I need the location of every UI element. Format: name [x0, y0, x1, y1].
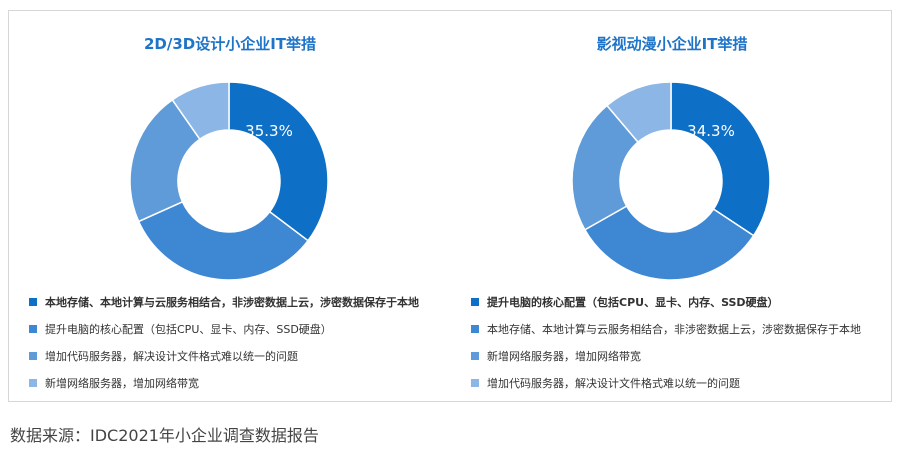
- slice-value-label: 34.3%: [687, 122, 735, 140]
- chart-panel-animation: 影视动漫小企业IT举措 34.3% 提升电脑的核心配置（包括CPU、显卡、内存、…: [451, 11, 893, 401]
- legend-swatch: [29, 297, 37, 306]
- donut-slice: [171, 81, 230, 141]
- legend-label: 本地存储、本地计算与云服务相结合，非涉密数据上云，涉密数据保存于本地: [487, 322, 861, 336]
- legend-swatch: [471, 324, 479, 333]
- legend: 提升电脑的核心配置（包括CPU、显卡、内存、SSD硬盘） 本地存储、本地计算与云服…: [471, 288, 891, 396]
- legend-label: 提升电脑的核心配置（包括CPU、显卡、内存、SSD硬盘）: [487, 295, 779, 309]
- slice-value-label: 35.3%: [245, 122, 293, 140]
- legend-item: 新增网络服务器，增加网络带宽: [471, 342, 891, 369]
- legend-swatch: [471, 297, 479, 306]
- data-source-note: 数据来源：IDC2021年小企业调查数据报告: [10, 426, 319, 445]
- donut-slice: [228, 81, 329, 242]
- chart-frame: 2D/3D设计小企业IT举措 35.3% 本地存储、本地计算与云服务相结合，非涉…: [8, 10, 892, 402]
- donut-chart: 35.3%: [129, 81, 329, 281]
- donut-chart: 34.3%: [571, 81, 771, 281]
- legend-item: 本地存储、本地计算与云服务相结合，非涉密数据上云，涉密数据保存于本地: [471, 315, 891, 342]
- legend-label: 增加代码服务器，解决设计文件格式难以统一的问题: [487, 376, 740, 390]
- legend-item: 提升电脑的核心配置（包括CPU、显卡、内存、SSD硬盘）: [29, 315, 449, 342]
- legend-label: 增加代码服务器，解决设计文件格式难以统一的问题: [45, 349, 298, 363]
- legend-item: 增加代码服务器，解决设计文件格式难以统一的问题: [471, 369, 891, 396]
- legend: 本地存储、本地计算与云服务相结合，非涉密数据上云，涉密数据保存于本地 提升电脑的核…: [29, 288, 449, 396]
- legend-item: 本地存储、本地计算与云服务相结合，非涉密数据上云，涉密数据保存于本地: [29, 288, 449, 315]
- chart-title: 2D/3D设计小企业IT举措: [143, 35, 317, 53]
- donut-slice: [571, 104, 640, 231]
- donut-slice: [605, 81, 672, 144]
- donut-slice: [670, 81, 771, 237]
- legend-item: 提升电脑的核心配置（包括CPU、显卡、内存、SSD硬盘）: [471, 288, 891, 315]
- donut-slice: [137, 200, 310, 281]
- legend-label: 提升电脑的核心配置（包括CPU、显卡、内存、SSD硬盘）: [45, 322, 332, 336]
- donut-slice: [129, 98, 201, 223]
- legend-swatch: [471, 351, 479, 360]
- legend-label: 新增网络服务器，增加网络带宽: [45, 376, 199, 390]
- legend-swatch: [29, 378, 37, 387]
- legend-swatch: [29, 324, 37, 333]
- legend-item: 新增网络服务器，增加网络带宽: [29, 369, 449, 396]
- legend-swatch: [471, 378, 479, 387]
- legend-label: 新增网络服务器，增加网络带宽: [487, 349, 641, 363]
- legend-item: 增加代码服务器，解决设计文件格式难以统一的问题: [29, 342, 449, 369]
- donut-slice: [583, 205, 755, 281]
- legend-label: 本地存储、本地计算与云服务相结合，非涉密数据上云，涉密数据保存于本地: [45, 295, 419, 309]
- chart-title: 影视动漫小企业IT举措: [596, 35, 748, 53]
- legend-swatch: [29, 351, 37, 360]
- chart-panel-design: 2D/3D设计小企业IT举措 35.3% 本地存储、本地计算与云服务相结合，非涉…: [9, 11, 451, 401]
